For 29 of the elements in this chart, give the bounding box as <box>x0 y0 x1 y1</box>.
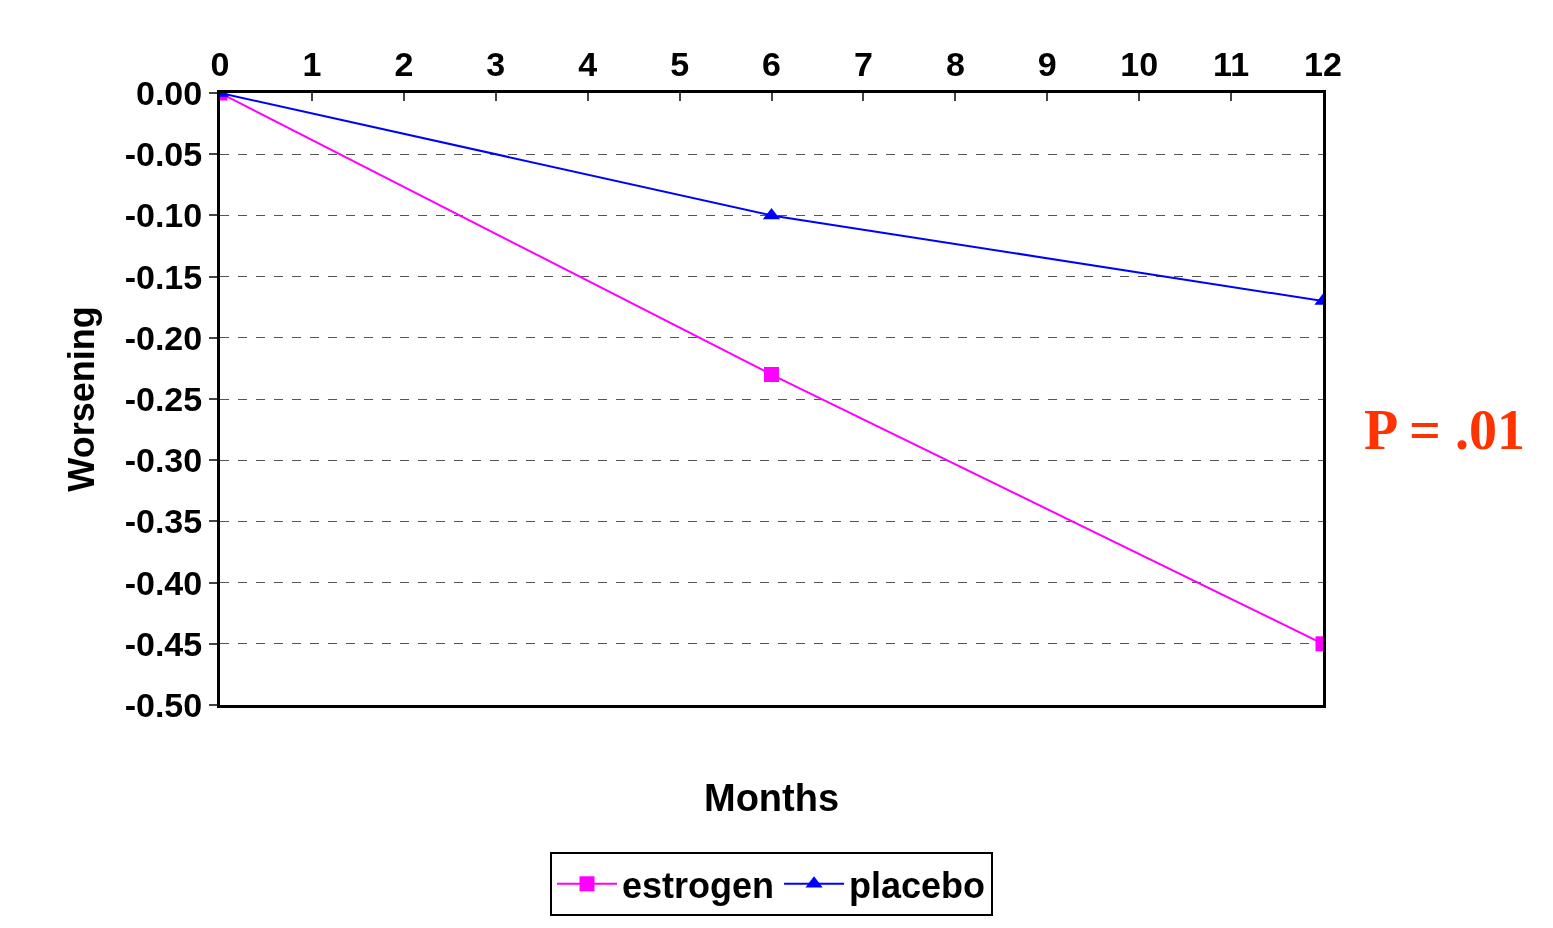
x-tick-label: 2 <box>394 45 414 84</box>
text: P = .01 <box>1364 399 1526 461</box>
y-tick-label: -0.30 <box>124 441 203 480</box>
x-tick-label: 1 <box>302 45 322 84</box>
y-tick-label: -0.35 <box>124 502 203 541</box>
x-tick-label: 12 <box>1304 45 1342 84</box>
y-tick-label: -0.15 <box>124 257 203 296</box>
y-tick-label: -0.20 <box>124 318 203 357</box>
y-tick-label: -0.25 <box>124 379 203 418</box>
x-tick-label: 4 <box>578 45 598 84</box>
legend-label: estrogen <box>622 864 775 906</box>
x-tick-label: 7 <box>853 45 873 84</box>
y-tick-label: -0.45 <box>124 624 203 663</box>
x-tick-label: 9 <box>1037 45 1057 84</box>
x-tick-label: 5 <box>670 45 690 84</box>
x-axis-title: Months <box>704 777 840 819</box>
legend-label: placebo <box>849 864 986 906</box>
x-tick-label: 8 <box>945 45 965 84</box>
x-tick-label: 11 <box>1213 45 1250 84</box>
x-tick-label: 3 <box>486 45 506 84</box>
x-tick-label: 6 <box>762 45 781 84</box>
x-tick-label: 10 <box>1120 45 1159 84</box>
x-tick-label: 0 <box>210 45 230 84</box>
y-tick-label: -0.10 <box>124 196 203 235</box>
y-axis-title: Worsening <box>60 306 102 492</box>
y-tick-label: -0.05 <box>124 135 203 174</box>
y-tick-label: -0.50 <box>124 685 203 724</box>
y-tick-label: -0.40 <box>124 563 203 602</box>
y-tick-label: 0.00 <box>136 73 203 112</box>
